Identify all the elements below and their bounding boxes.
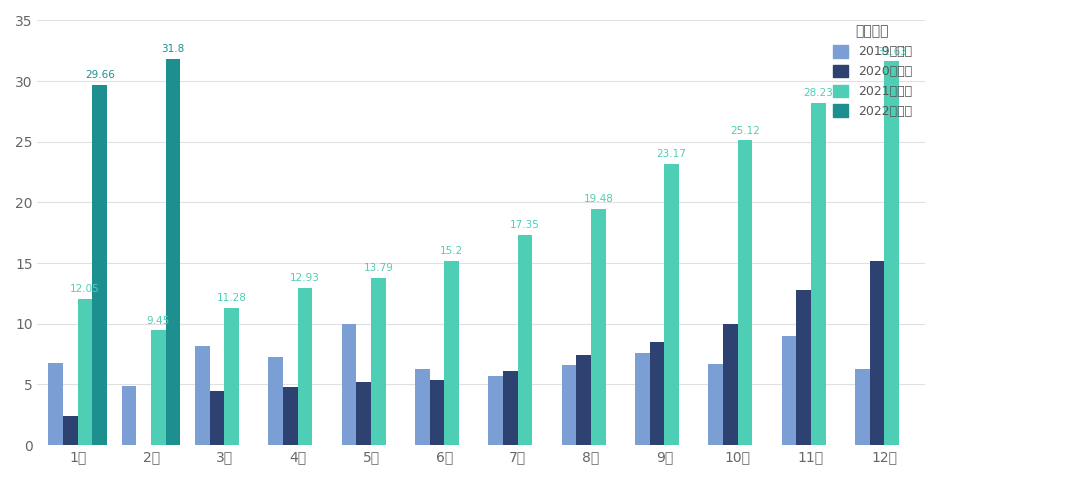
Bar <box>122 386 136 445</box>
Bar <box>63 416 78 445</box>
Text: 28.23: 28.23 <box>804 88 834 98</box>
Legend: 2019年产量, 2020年产量, 2021年产量, 2022年产量: 2019年产量, 2020年产量, 2021年产量, 2022年产量 <box>826 18 918 124</box>
Bar <box>341 324 356 445</box>
Bar <box>49 363 63 445</box>
Text: 29.66: 29.66 <box>85 70 114 80</box>
Bar <box>444 261 459 445</box>
Bar <box>488 376 503 445</box>
Text: 25.12: 25.12 <box>730 125 760 136</box>
Bar <box>869 261 885 445</box>
Text: 23.17: 23.17 <box>657 149 687 159</box>
Text: 19.48: 19.48 <box>583 194 613 204</box>
Bar <box>650 342 664 445</box>
Bar <box>782 336 796 445</box>
Text: 13.79: 13.79 <box>364 263 393 273</box>
Text: 31.63: 31.63 <box>877 46 906 57</box>
Bar <box>562 365 577 445</box>
Text: 9.45: 9.45 <box>147 316 170 326</box>
Bar <box>136 445 151 453</box>
Text: 15.2: 15.2 <box>440 246 463 256</box>
Bar <box>93 85 107 445</box>
Bar <box>195 346 210 445</box>
Text: 12.05: 12.05 <box>70 284 100 294</box>
Bar <box>166 59 180 445</box>
Bar <box>796 290 811 445</box>
Bar <box>372 278 386 445</box>
Text: 12.93: 12.93 <box>291 274 320 284</box>
Bar <box>738 140 753 445</box>
Bar <box>298 288 312 445</box>
Text: 17.35: 17.35 <box>510 220 540 230</box>
Bar <box>664 164 679 445</box>
Bar <box>503 371 517 445</box>
Bar <box>78 299 93 445</box>
Text: 11.28: 11.28 <box>217 294 246 303</box>
Bar <box>855 369 869 445</box>
Bar <box>415 369 430 445</box>
Bar <box>885 61 899 445</box>
Bar <box>210 390 225 445</box>
Bar <box>356 382 372 445</box>
Bar <box>577 355 591 445</box>
Bar <box>225 308 239 445</box>
Bar <box>811 103 825 445</box>
Bar <box>635 353 650 445</box>
Bar <box>517 235 532 445</box>
Text: 31.8: 31.8 <box>162 45 185 55</box>
Bar <box>591 209 606 445</box>
Bar <box>723 324 738 445</box>
Bar <box>151 331 166 445</box>
Bar <box>269 356 283 445</box>
Bar <box>708 364 723 445</box>
Bar <box>283 387 298 445</box>
Bar <box>430 380 444 445</box>
